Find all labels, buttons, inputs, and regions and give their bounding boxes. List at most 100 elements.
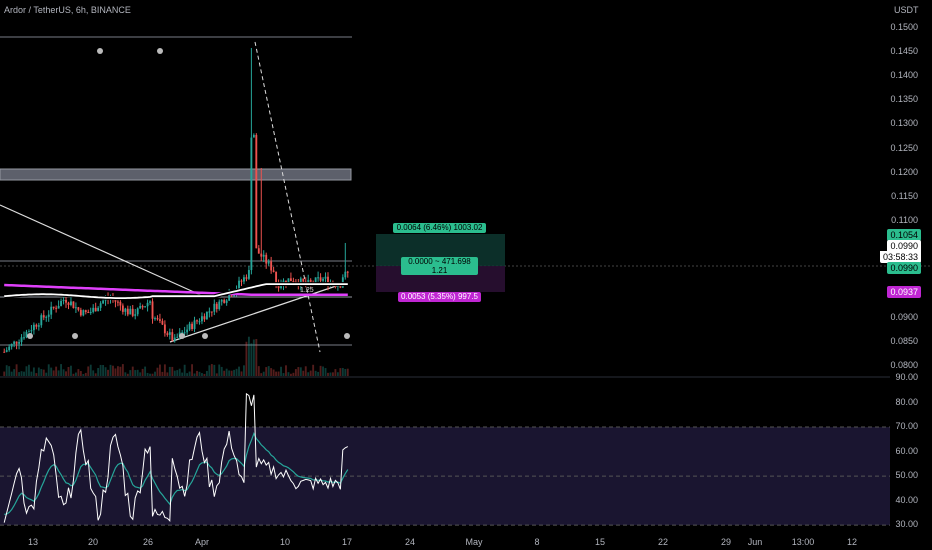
- trendline-down: [0, 204, 206, 298]
- volume-bar: [28, 364, 30, 376]
- candle-body: [314, 277, 317, 284]
- candle-body: [149, 301, 151, 303]
- volume-bar: [344, 368, 347, 376]
- lower-price-tag: 0.0937: [887, 286, 921, 298]
- time-tick-label: 26: [142, 537, 154, 547]
- candle-body: [250, 137, 253, 271]
- volume-bar: [267, 366, 270, 376]
- volume-bar: [282, 373, 285, 376]
- candle-body: [255, 134, 258, 249]
- measure-bottom-label: 0.0053 (5.35%) 997.5: [398, 292, 481, 302]
- volume-bar: [146, 372, 149, 376]
- price-tick-label: 0.0900: [890, 311, 918, 322]
- volume-bar: [173, 370, 176, 376]
- volume-bar: [119, 366, 122, 376]
- candle-body: [277, 285, 280, 289]
- candle-body: [134, 314, 137, 316]
- volume-bar: [304, 366, 307, 376]
- rsi-tick-label: 30.00: [895, 519, 918, 530]
- time-tick-label: 22: [657, 537, 669, 547]
- volume-bar: [166, 372, 169, 376]
- volume-bar: [294, 369, 297, 376]
- candle-body: [57, 305, 60, 309]
- currency-label: USDT: [894, 5, 919, 15]
- volume-bar: [97, 367, 100, 376]
- candle-body: [230, 294, 233, 297]
- candle-body: [247, 270, 250, 279]
- candle-body: [193, 320, 196, 330]
- candle-body: [225, 300, 228, 303]
- volume-bar: [265, 367, 268, 376]
- volume-bar: [228, 370, 231, 376]
- candle-body: [131, 308, 134, 316]
- candle-body: [154, 318, 156, 320]
- candle-body: [213, 303, 216, 312]
- measure-mid-line1: 0.0000 ~ 471.698: [408, 257, 471, 266]
- rsi-tick-label: 60.00: [895, 445, 918, 456]
- measure-mid-line2: 1.21: [431, 266, 448, 275]
- price-tick-label: 0.1450: [890, 45, 918, 56]
- volume-bar: [74, 372, 77, 376]
- volume-bar: [151, 373, 154, 376]
- price-tick-label: 0.0800: [890, 360, 918, 371]
- volume-bar: [245, 341, 248, 376]
- candle-body: [67, 302, 70, 306]
- measure-mid-label: 0.0000 ~ 471.698 1.21: [401, 257, 478, 275]
- volume-bar: [287, 372, 290, 376]
- volume-bar: [339, 368, 342, 376]
- volume-bar: [257, 366, 260, 376]
- volume-bar: [159, 364, 161, 376]
- volume-bar: [201, 373, 203, 376]
- candle-body: [102, 300, 105, 304]
- volume-bar: [8, 366, 11, 376]
- price-tick-label: 0.1400: [890, 70, 918, 81]
- candle-body: [30, 330, 33, 332]
- volume-bar: [92, 370, 95, 376]
- volume-bar: [141, 368, 144, 376]
- time-tick-label: Apr: [194, 537, 210, 547]
- volume-bar: [198, 371, 201, 376]
- price-tick-label: 0.0850: [890, 336, 918, 347]
- candle-body: [52, 306, 55, 308]
- candle-body: [171, 332, 174, 341]
- volume-bar: [220, 366, 223, 376]
- candle-body: [186, 329, 189, 333]
- candle-body: [245, 277, 248, 279]
- candle-body: [151, 301, 154, 319]
- candle-body: [35, 324, 38, 327]
- volume-bar: [79, 371, 82, 376]
- volume-bar: [297, 367, 300, 376]
- signal-marker-icon: [179, 333, 185, 339]
- volume-bar: [65, 371, 67, 376]
- candle-body: [220, 299, 223, 302]
- candle-body: [37, 325, 40, 327]
- volume-bar: [272, 369, 275, 376]
- candle-body: [203, 316, 206, 320]
- volume-bar: [280, 366, 282, 376]
- volume-bar: [203, 373, 206, 376]
- candle-body: [201, 316, 203, 322]
- volume-bar: [161, 371, 164, 376]
- volume-bar: [262, 371, 265, 376]
- volume-bar: [94, 373, 97, 376]
- candle-body: [240, 280, 243, 282]
- candle-body: [129, 308, 132, 315]
- candle-body: [272, 270, 275, 272]
- volume-bar: [277, 371, 280, 376]
- candle-body: [302, 278, 305, 282]
- candle-body: [15, 341, 18, 344]
- volume-bar: [82, 373, 85, 376]
- candle-body: [141, 306, 144, 308]
- price-tick-label: 0.1500: [890, 21, 918, 32]
- volume-bar: [233, 369, 236, 376]
- time-tick-label: 12: [846, 537, 858, 547]
- volume-bar: [334, 369, 337, 376]
- candle-body: [136, 308, 139, 315]
- candle-body: [191, 323, 193, 330]
- candle-body: [173, 337, 176, 341]
- volume-bar: [116, 366, 119, 376]
- rsi-tick-label: 80.00: [895, 396, 918, 407]
- candle-body: [166, 333, 169, 335]
- volume-bar: [188, 371, 191, 376]
